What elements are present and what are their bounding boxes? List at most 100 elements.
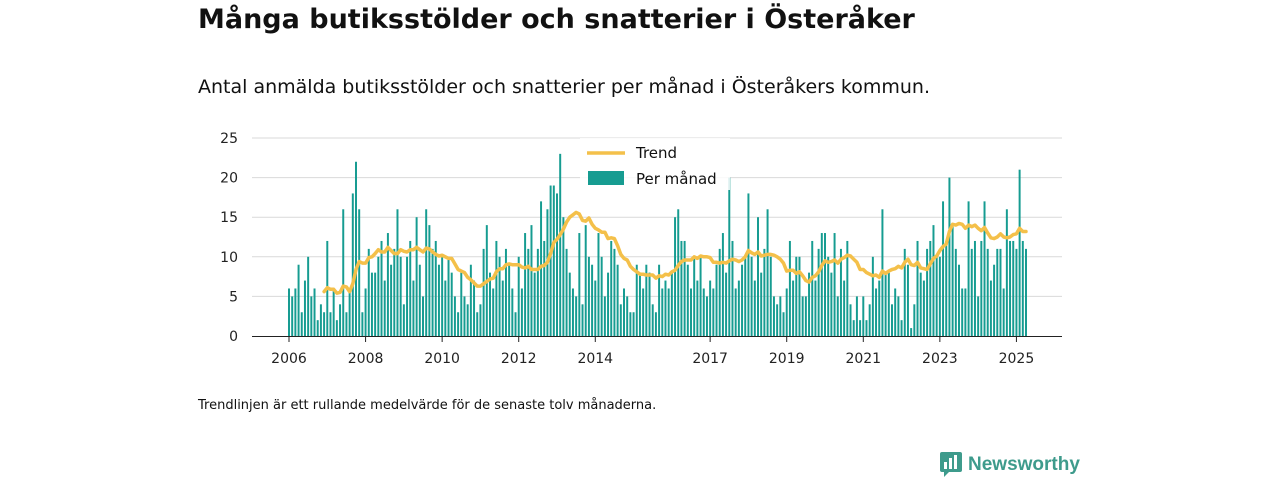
bar [1005, 209, 1008, 336]
bar [769, 256, 772, 336]
bar [788, 240, 791, 336]
bar [473, 280, 476, 336]
bar [642, 288, 645, 336]
bar [511, 288, 514, 336]
bar [859, 320, 862, 336]
bar [910, 328, 913, 336]
bar [715, 264, 718, 336]
bar [562, 217, 565, 336]
bar [977, 296, 980, 336]
bar [760, 272, 763, 336]
bar [422, 296, 424, 336]
bar [865, 320, 868, 336]
bar [779, 296, 782, 336]
bar [1018, 169, 1021, 336]
bar [926, 248, 929, 336]
bar [447, 256, 450, 336]
bar [556, 193, 558, 336]
bar [383, 280, 386, 336]
bar [667, 288, 670, 336]
bar [839, 248, 842, 336]
bar [584, 225, 587, 336]
bar [868, 304, 871, 336]
bar [804, 296, 807, 336]
bar [466, 304, 469, 336]
bar [964, 288, 967, 336]
bar [504, 248, 507, 336]
bar [393, 248, 396, 336]
bar [374, 272, 377, 336]
bar [725, 272, 728, 336]
bar [811, 240, 814, 336]
bar [728, 177, 731, 336]
x-tick-label: 2021 [845, 351, 881, 367]
bar [594, 280, 597, 336]
bar [737, 280, 740, 336]
bar [699, 256, 702, 336]
bar [753, 280, 756, 336]
bar [763, 248, 766, 336]
bar [712, 288, 715, 336]
bar [441, 256, 444, 336]
x-tick-label: 2017 [692, 351, 728, 367]
bar [335, 320, 338, 336]
bar [591, 264, 594, 336]
bar [661, 288, 664, 336]
bar [852, 320, 855, 336]
bar [495, 240, 498, 336]
bar [619, 304, 622, 336]
bar [294, 288, 297, 336]
bar [632, 312, 635, 336]
brand-logo[interactable]: Newsworthy [940, 451, 1080, 479]
bar [986, 248, 989, 336]
bar [849, 304, 852, 336]
bar [623, 288, 625, 336]
bar [575, 296, 578, 336]
bar [501, 280, 504, 336]
bar [871, 256, 874, 336]
brand-name: Newsworthy [968, 454, 1080, 475]
bar [332, 288, 335, 336]
bar [517, 256, 520, 336]
bar [875, 288, 878, 336]
bar [919, 272, 922, 336]
bar [1021, 240, 1024, 336]
bar [929, 240, 932, 336]
bar [597, 233, 600, 336]
bar [938, 256, 941, 336]
x-tick-label: 2006 [271, 351, 307, 367]
bar [415, 217, 418, 336]
bar [367, 248, 370, 336]
bar [1002, 288, 1005, 336]
y-tick-label: 0 [229, 329, 238, 345]
legend-bar-swatch [588, 171, 624, 185]
bar [906, 264, 909, 336]
bar [418, 264, 421, 336]
bar [342, 209, 345, 336]
bar [680, 240, 683, 336]
bar [361, 312, 364, 336]
bar [1015, 248, 1018, 336]
bar [450, 272, 453, 336]
bar [922, 280, 925, 336]
bar [961, 288, 964, 336]
bar [795, 256, 798, 336]
bar [983, 201, 986, 336]
bar [677, 209, 680, 336]
x-tick-label: 2023 [922, 351, 958, 367]
bar [894, 288, 897, 336]
bar [476, 312, 479, 336]
bar [460, 272, 463, 336]
bar [878, 280, 881, 336]
bar [319, 304, 322, 336]
bar [846, 240, 849, 336]
bar [300, 312, 303, 336]
bar [651, 304, 654, 336]
bar [967, 201, 970, 336]
y-tick-label: 20 [220, 171, 238, 187]
bar [482, 248, 485, 336]
y-tick-label: 25 [220, 131, 238, 147]
x-tick-label: 2019 [769, 351, 805, 367]
bar [836, 296, 839, 336]
